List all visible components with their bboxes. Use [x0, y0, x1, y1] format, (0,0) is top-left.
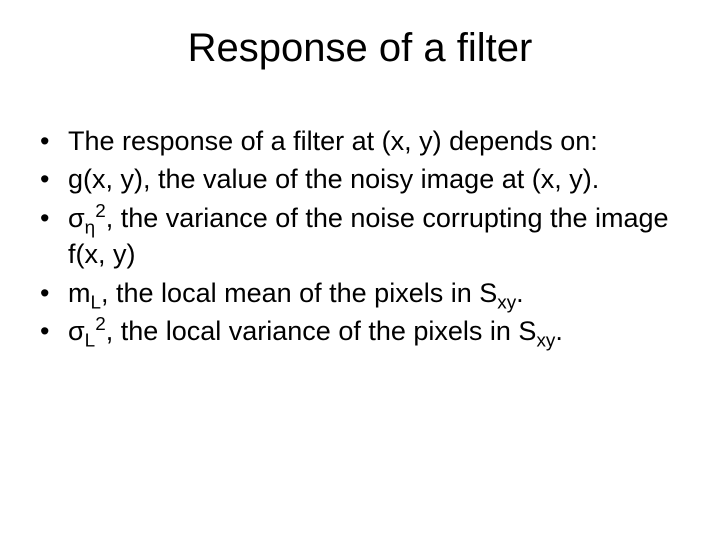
list-item: g(x, y), the value of the noisy image at… [36, 161, 690, 197]
list-item: σL2, the local variance of the pixels in… [36, 313, 690, 349]
bullet-list: The response of a filter at (x, y) depen… [30, 123, 690, 350]
list-item: The response of a filter at (x, y) depen… [36, 123, 690, 159]
slide-title: Response of a filter [30, 26, 690, 71]
list-item: mL, the local mean of the pixels in Sxy. [36, 275, 690, 311]
list-item: ση2, the variance of the noise corruptin… [36, 200, 690, 273]
